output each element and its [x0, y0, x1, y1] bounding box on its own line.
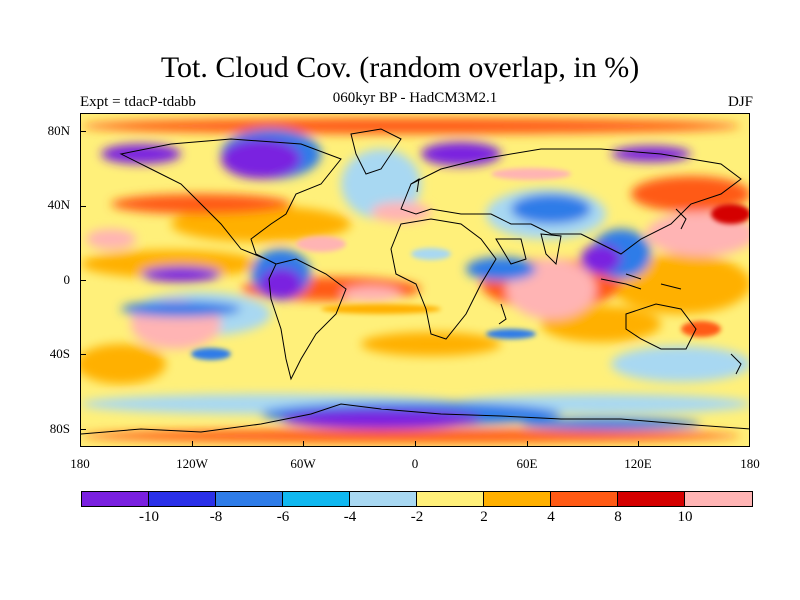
colorbar-swatch: [417, 492, 484, 506]
lat-tick-40s: 40S: [49, 346, 70, 361]
lat-tick-0: 0: [63, 272, 71, 287]
season-label: DJF: [727, 94, 753, 110]
lat-tickmark: [80, 354, 86, 355]
lat-tickmark: [80, 131, 86, 132]
map-panel: [80, 113, 750, 447]
colorbar-label: 4: [547, 509, 555, 525]
colorbar-swatch: [484, 492, 551, 506]
colorbar-swatch: [216, 492, 283, 506]
colorbar-swatch: [551, 492, 618, 506]
colorbar-swatch: [82, 492, 149, 506]
lon-tick-60e: 60E: [516, 456, 538, 471]
lon-tick-120e: 120E: [624, 456, 652, 471]
experiment-label: Expt = tdacP-tdabb: [80, 94, 196, 110]
colorbar-swatch: [350, 492, 417, 506]
colorbar-label: 2: [480, 509, 488, 525]
coastlines: [81, 128, 749, 435]
lat-tickmark: [80, 280, 86, 281]
colorbar-label: 10: [677, 509, 693, 525]
lon-tickmark: [638, 441, 639, 447]
colorbar-label: 8: [614, 509, 622, 525]
lat-tick-80s: 80S: [49, 421, 70, 436]
lat-tick-40n: 40N: [47, 197, 70, 212]
colorbar-label: -6: [276, 509, 290, 525]
cloud-cover-map: [81, 114, 749, 446]
lon-tick-0: 0: [411, 456, 419, 471]
lon-tick-180e: 180: [740, 456, 760, 471]
field-layer-detail: [191, 168, 749, 360]
colorbar-label: -10: [139, 509, 159, 525]
lon-tickmark: [192, 441, 193, 447]
colorbar-swatch: [283, 492, 350, 506]
chart-title: Tot. Cloud Cov. (random overlap, in %): [160, 51, 640, 84]
lon-tickmark: [527, 441, 528, 447]
lon-tick-180w: 180: [70, 456, 90, 471]
lat-tick-80n: 80N: [47, 123, 70, 138]
lon-tickmark: [415, 441, 416, 447]
colorbar-swatch: [149, 492, 216, 506]
chart-subtitle: 060kyr BP - HadCM3M2.1: [332, 90, 498, 106]
colorbar-label: -2: [410, 509, 424, 525]
field-layer-broad: [81, 118, 749, 443]
lat-tickmark: [80, 206, 86, 207]
colorbar-swatch: [685, 492, 752, 506]
colorbar: [81, 491, 753, 507]
colorbar-label: -4: [343, 509, 357, 525]
lat-tickmark: [80, 429, 86, 430]
lon-tick-120w: 120W: [176, 456, 208, 471]
colorbar-swatch: [618, 492, 685, 506]
lon-tickmark: [303, 441, 304, 447]
lon-tick-60w: 60W: [290, 456, 316, 471]
colorbar-label: -8: [209, 509, 223, 525]
